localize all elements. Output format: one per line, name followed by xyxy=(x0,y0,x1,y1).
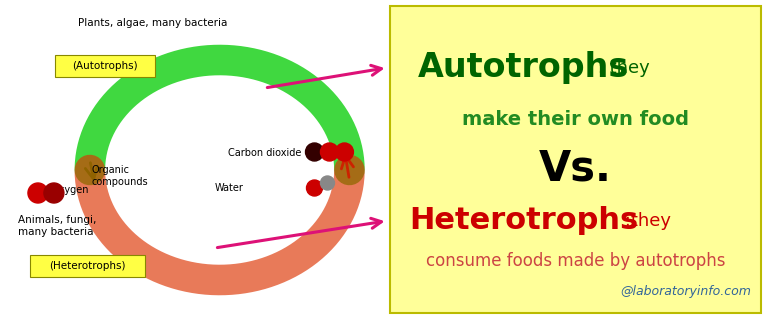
Circle shape xyxy=(320,143,339,161)
Bar xyxy=(389,6,761,313)
Text: Organic
compounds: Organic compounds xyxy=(92,165,148,187)
Text: Heterotrophs: Heterotrophs xyxy=(409,206,639,235)
Text: make their own food: make their own food xyxy=(462,110,689,129)
Circle shape xyxy=(336,143,353,161)
Circle shape xyxy=(306,143,323,161)
Text: Vs.: Vs. xyxy=(539,148,612,190)
Text: Autotrophs: Autotrophs xyxy=(418,51,629,84)
Text: Oxygen: Oxygen xyxy=(52,185,89,195)
Text: (Heterotrophs): (Heterotrophs) xyxy=(49,261,126,271)
Text: : they: : they xyxy=(592,59,650,77)
Circle shape xyxy=(28,183,48,203)
Text: (Autotrophs): (Autotrophs) xyxy=(72,61,137,71)
Text: Carbon dioxide: Carbon dioxide xyxy=(227,148,301,158)
Circle shape xyxy=(320,176,334,190)
Bar xyxy=(55,55,154,77)
Circle shape xyxy=(44,183,64,203)
Text: Water: Water xyxy=(214,183,243,193)
Text: Animals, fungi,
many bacteria: Animals, fungi, many bacteria xyxy=(18,215,96,237)
Text: Plants, algae, many bacteria: Plants, algae, many bacteria xyxy=(78,18,227,28)
Text: :they: :they xyxy=(619,212,671,230)
Text: consume foods made by autotrophs: consume foods made by autotrophs xyxy=(425,252,725,270)
Text: @laboratoryinfo.com: @laboratoryinfo.com xyxy=(621,285,751,298)
Circle shape xyxy=(306,180,323,196)
Bar xyxy=(30,255,144,277)
